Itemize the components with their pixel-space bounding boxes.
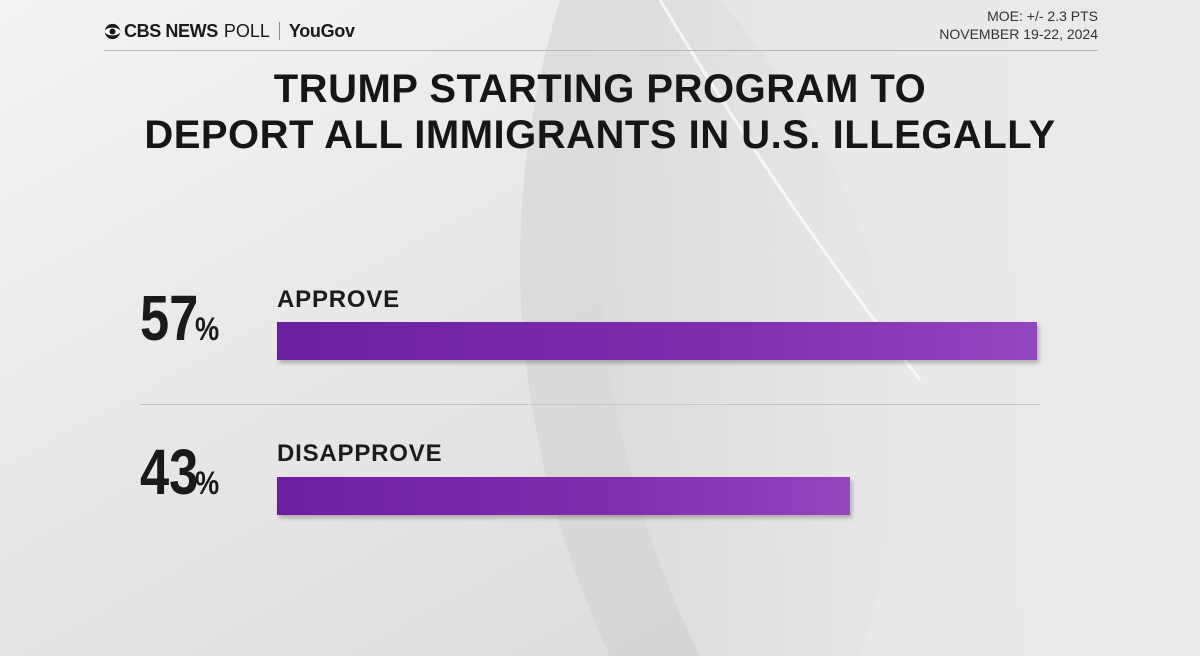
chart-title-line-2: DEPORT ALL IMMIGRANTS IN U.S. ILLEGALLY	[144, 113, 1056, 157]
category-label-disapprove: DISAPPROVE	[277, 440, 443, 467]
brand-divider	[278, 22, 280, 40]
bar-row-disapprove: 43% DISAPPROVE	[0, 440, 1200, 530]
value-approve: 57	[140, 282, 199, 354]
poll-dates: NOVEMBER 19-22, 2024	[939, 26, 1098, 42]
chart-title: TRUMP STARTING PROGRAM TO DEPORT ALL IMM…	[0, 66, 1200, 158]
brand-main: CBS NEWS	[124, 20, 218, 41]
brand-poll: POLL	[223, 20, 270, 41]
moe-text: MOE: +/- 2.3 PTS	[987, 8, 1098, 24]
bar-approve	[277, 322, 1037, 360]
cbs-eye-icon	[104, 23, 121, 39]
poll-meta: MOE: +/- 2.3 PTS NOVEMBER 19-22, 2024	[939, 7, 1098, 43]
value-disapprove: 43	[140, 436, 199, 508]
brand-partner: YouGov	[288, 20, 355, 41]
brand-logo: CBS NEWS POLL YouGov	[104, 18, 355, 44]
bar-disapprove	[277, 477, 850, 515]
percent-sign: %	[195, 465, 220, 501]
row-divider	[140, 404, 1040, 405]
chart-title-line-1: TRUMP STARTING PROGRAM TO	[273, 67, 927, 111]
percent-sign: %	[195, 311, 220, 347]
header-divider	[104, 50, 1098, 51]
value-label-approve: 57%	[140, 286, 224, 350]
category-label-approve: APPROVE	[277, 286, 400, 313]
bar-row-approve: 57% APPROVE	[0, 286, 1200, 376]
value-label-disapprove: 43%	[140, 440, 224, 504]
